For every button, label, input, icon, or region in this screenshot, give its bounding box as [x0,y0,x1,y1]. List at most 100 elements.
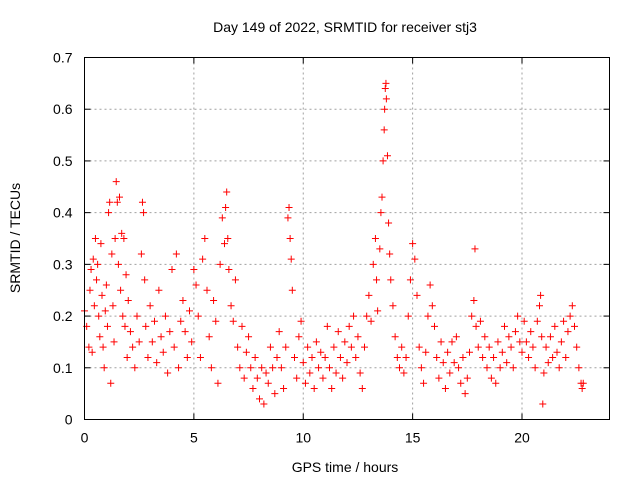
data-point [426,281,434,289]
data-point [382,95,390,103]
data-point [332,369,340,377]
data-point [231,276,239,284]
data-point [315,364,323,372]
data-point [282,343,290,351]
data-point [91,235,99,242]
data-point [490,353,498,361]
data-point [304,343,312,351]
data-point [242,348,250,356]
data-point [86,286,94,294]
data-point [223,188,231,196]
data-point [159,348,167,356]
data-point [537,291,545,299]
y-axis: 0 0.1 0.2 0.3 0.4 0.5 0.6 0.7 [53,50,610,428]
data-point [110,338,118,346]
data-point [88,348,96,356]
data-point [124,297,132,305]
data-point [459,353,467,361]
data-point [382,79,390,87]
data-point [146,302,154,310]
data-point [503,359,511,367]
data-point [350,312,358,320]
data-point [435,374,443,382]
data-point [389,302,397,310]
data-point [238,322,246,330]
data-point [210,297,218,305]
data-point [301,379,309,387]
data-point [358,384,366,392]
data-point [177,317,185,325]
data-point [369,260,377,268]
data-point [441,384,449,392]
data-point [133,312,141,320]
data-point [126,328,134,336]
data-point [168,266,176,274]
data-point [538,333,546,341]
data-point [446,369,454,377]
data-point [271,390,279,398]
data-point [148,338,156,346]
data-point [507,343,515,351]
data-point [264,379,272,387]
data-point [564,328,572,336]
data-point [131,364,139,372]
data-point [433,353,441,361]
data-point [381,105,389,113]
data-point [118,229,126,237]
data-point [287,255,295,263]
data-point [479,353,487,361]
data-point [352,353,360,361]
data-point [555,364,563,372]
data-point [218,214,226,222]
data-point [354,333,362,341]
data-point [376,245,384,253]
x-tick-label: 20 [514,430,530,446]
data-point [102,281,110,289]
data-point [317,348,325,356]
data-point [161,312,169,320]
data-point [549,353,557,361]
data-point [308,353,316,361]
data-point [141,276,149,284]
y-tick-label: 0.1 [53,360,73,376]
data-point [245,333,253,341]
data-point [452,333,460,341]
data-point [123,353,131,361]
data-point [330,343,338,351]
data-point [319,374,327,382]
data-point [367,317,375,325]
data-point [487,374,495,382]
data-point [214,379,222,387]
data-point [472,322,480,330]
data-point [511,328,519,336]
data-point [119,312,127,320]
data-point [573,343,581,351]
x-tick-label: 10 [295,430,311,446]
data-point [463,374,471,382]
data-point [470,297,478,305]
y-tick-label: 0.2 [53,308,73,324]
x-axis-label: GPS time / hours [292,459,399,475]
data-point [273,353,281,361]
data-point [94,260,102,268]
data-point [516,338,524,346]
data-point [227,302,235,310]
y-tick-label: 0.5 [53,153,73,169]
data-point [99,343,107,351]
data-point [240,374,248,382]
y-axis-label: SRMTID / TECUs [7,183,23,293]
y-tick-label: 0.3 [53,256,73,272]
data-point [137,250,145,258]
data-point [518,348,526,356]
data-point [172,250,180,258]
data-points [81,79,587,408]
data-point [578,384,586,392]
data-point [277,364,285,372]
data-point [529,343,537,351]
data-point [383,152,391,160]
data-point [439,359,447,367]
data-point [153,359,161,367]
data-point [108,250,116,258]
data-point [341,338,349,346]
data-point [101,307,109,315]
